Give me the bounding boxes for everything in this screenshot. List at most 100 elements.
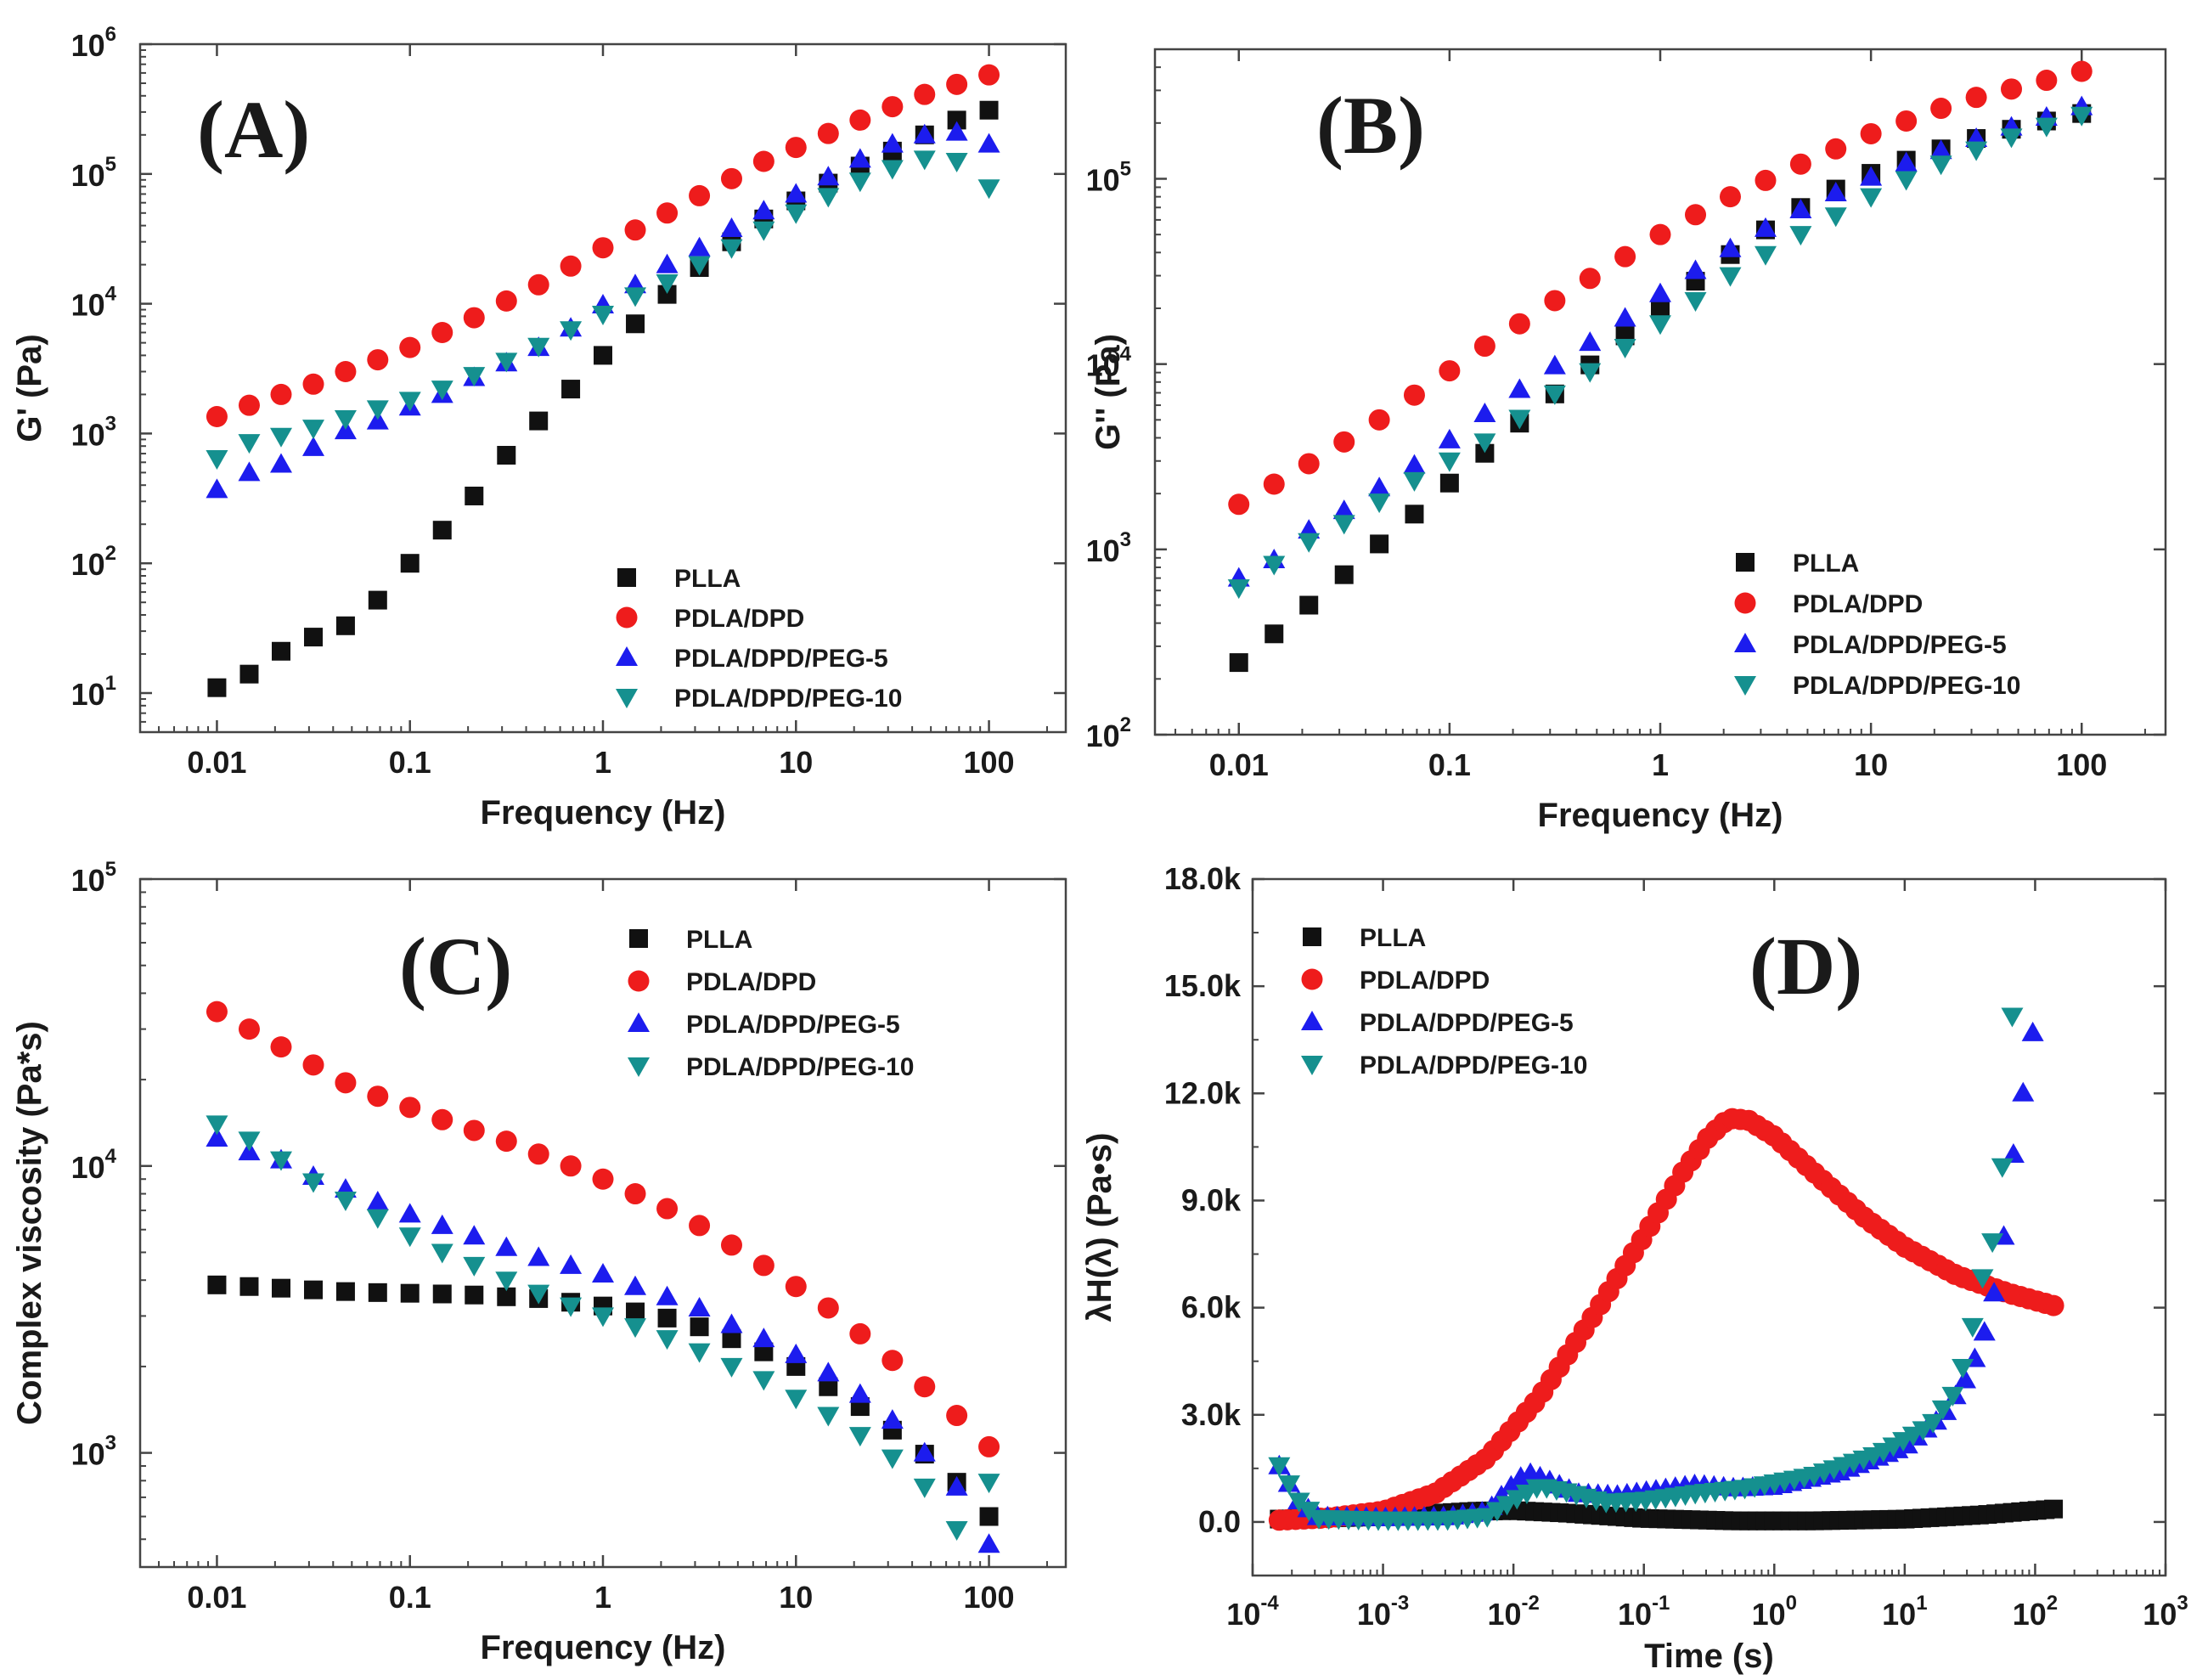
x-tick-label: 102 bbox=[2013, 1592, 2058, 1632]
y-tick-label-exp: 5 bbox=[105, 858, 116, 881]
y-axis-title: Complex viscosity (Pa*s) bbox=[11, 1021, 48, 1425]
data-point bbox=[1941, 1386, 1964, 1407]
legend-label: PDLA/DPD/PEG-10 bbox=[1360, 1051, 1587, 1080]
data-point bbox=[1543, 354, 1566, 375]
x-tick-label: 10-3 bbox=[1357, 1592, 1409, 1632]
data-point bbox=[624, 1275, 647, 1295]
legend-marker bbox=[1301, 1011, 1323, 1030]
data-point bbox=[688, 1296, 711, 1316]
data-point bbox=[752, 221, 775, 241]
data-point bbox=[1825, 138, 1847, 160]
data-point bbox=[1334, 565, 1354, 584]
y-tick-label-exp: 2 bbox=[105, 542, 116, 565]
data-point bbox=[368, 590, 387, 610]
legend-label: PDLA/DPD bbox=[686, 968, 816, 996]
data-point bbox=[269, 453, 292, 473]
data-point bbox=[690, 1317, 709, 1337]
data-point bbox=[1912, 1421, 1935, 1441]
data-point bbox=[1332, 515, 1355, 535]
data-point bbox=[1860, 122, 1882, 144]
data-point bbox=[302, 436, 325, 456]
data-point bbox=[1755, 169, 1777, 191]
data-point bbox=[785, 1276, 807, 1298]
data-point bbox=[1438, 428, 1461, 448]
data-point bbox=[1649, 223, 1671, 245]
data-point bbox=[1860, 166, 1883, 186]
data-point bbox=[269, 427, 292, 448]
data-point bbox=[1922, 1413, 1945, 1434]
data-point bbox=[2001, 78, 2023, 100]
legend-marker bbox=[1301, 1056, 1323, 1075]
data-point bbox=[465, 486, 484, 505]
data-point bbox=[399, 1097, 421, 1119]
data-point bbox=[817, 1361, 840, 1382]
legend-marker bbox=[1734, 676, 1756, 696]
data-point bbox=[881, 132, 904, 153]
legend-label: PDLA/DPD bbox=[1360, 967, 1490, 995]
data-point bbox=[945, 1520, 968, 1541]
data-point bbox=[560, 1297, 583, 1317]
y-tick-label-base: 10 bbox=[71, 417, 105, 452]
x-tick-label-exp: 1 bbox=[1916, 1592, 1927, 1615]
series-pdla-dpd-peg-10 bbox=[1227, 106, 2093, 600]
data-point bbox=[592, 1263, 614, 1283]
y-tick-label-exp: 6 bbox=[105, 23, 116, 46]
data-point bbox=[656, 1285, 679, 1305]
x-tick-label-base: 10 bbox=[1752, 1597, 1786, 1632]
data-point bbox=[624, 1183, 646, 1205]
data-point bbox=[527, 1143, 549, 1165]
data-point bbox=[206, 1001, 228, 1023]
y-tick-label: 105 bbox=[1086, 157, 1131, 197]
x-tick-label-base: 10 bbox=[1357, 1597, 1391, 1632]
y-tick-label: 104 bbox=[71, 1145, 117, 1185]
data-point bbox=[1754, 217, 1777, 237]
x-tick-label-exp: -4 bbox=[1260, 1592, 1279, 1615]
series-plla bbox=[1229, 104, 2092, 673]
data-point bbox=[979, 1507, 999, 1526]
data-point bbox=[817, 188, 840, 208]
data-point bbox=[689, 1215, 711, 1237]
data-point bbox=[271, 1278, 290, 1298]
data-point bbox=[1439, 360, 1461, 382]
data-point bbox=[785, 137, 807, 159]
y-tick-label: 104 bbox=[71, 283, 117, 323]
data-point bbox=[882, 96, 904, 118]
data-point bbox=[1649, 282, 1671, 302]
data-point bbox=[849, 1322, 871, 1345]
data-point bbox=[463, 1119, 485, 1142]
y-tick-label-base: 10 bbox=[1086, 162, 1120, 197]
data-point bbox=[2001, 1007, 2024, 1028]
data-point bbox=[720, 1357, 743, 1378]
data-point bbox=[398, 392, 421, 412]
y-tick-label-base: 10 bbox=[71, 158, 105, 193]
data-point bbox=[206, 405, 228, 427]
legend-label: PLLA bbox=[686, 926, 752, 954]
y-tick-label-base: 10 bbox=[1086, 719, 1120, 753]
data-point bbox=[1368, 409, 1390, 431]
data-point bbox=[269, 1151, 292, 1171]
data-point bbox=[561, 380, 581, 399]
data-point bbox=[945, 121, 968, 141]
series-pdla-dpd-peg-10 bbox=[206, 1115, 1000, 1541]
y-axis-title: G' (Pa) bbox=[11, 334, 48, 442]
data-point bbox=[1981, 1233, 2004, 1254]
legend-label: PDLA/DPD bbox=[674, 605, 804, 633]
data-point bbox=[495, 1236, 518, 1256]
y-tick-label-base: 10 bbox=[71, 1150, 105, 1185]
legend-marker bbox=[628, 970, 650, 992]
data-point bbox=[2000, 128, 2023, 149]
y-tick-label: 105 bbox=[71, 858, 116, 898]
data-point bbox=[1983, 1282, 2006, 1302]
data-point bbox=[1227, 579, 1250, 600]
series-pdla-dpd-peg-10 bbox=[206, 150, 1000, 471]
data-point bbox=[979, 100, 999, 120]
data-point bbox=[1954, 1368, 1977, 1389]
data-point bbox=[1579, 363, 1602, 383]
legend-marker bbox=[617, 568, 636, 587]
x-tick-label: 10 bbox=[779, 745, 813, 780]
data-point bbox=[1403, 454, 1426, 474]
y-tick-label: 105 bbox=[71, 153, 116, 193]
data-point bbox=[624, 219, 646, 241]
data-point bbox=[560, 321, 583, 341]
data-point bbox=[752, 1254, 774, 1277]
